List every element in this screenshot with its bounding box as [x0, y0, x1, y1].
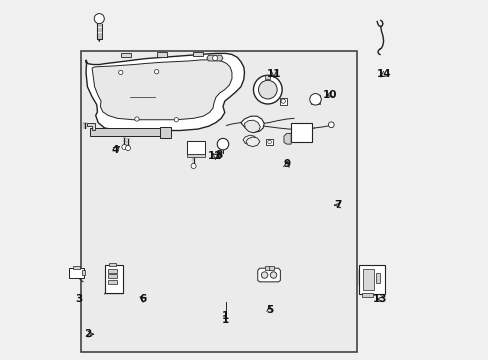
Circle shape: [119, 70, 122, 75]
Polygon shape: [244, 120, 260, 133]
Bar: [290, 123, 311, 142]
Bar: [109, 263, 116, 266]
Polygon shape: [206, 55, 223, 61]
Bar: [104, 265, 123, 293]
Text: 11: 11: [266, 69, 281, 79]
Circle shape: [309, 94, 321, 105]
Text: 10: 10: [322, 90, 336, 100]
Polygon shape: [284, 134, 290, 144]
Circle shape: [270, 272, 276, 278]
Circle shape: [253, 75, 282, 104]
Circle shape: [125, 145, 130, 150]
Bar: [69, 267, 83, 278]
Bar: [265, 139, 273, 145]
Text: 4: 4: [111, 144, 119, 154]
Bar: [358, 265, 385, 294]
Bar: [362, 269, 373, 291]
Bar: [310, 95, 320, 104]
Bar: [107, 280, 117, 284]
Circle shape: [135, 117, 139, 121]
Text: 7: 7: [333, 200, 341, 210]
Polygon shape: [86, 53, 244, 131]
Bar: [187, 141, 204, 154]
Polygon shape: [257, 268, 280, 282]
Bar: [192, 52, 202, 56]
Bar: [279, 98, 286, 105]
Circle shape: [191, 163, 196, 168]
Circle shape: [154, 69, 159, 74]
Bar: [264, 266, 269, 270]
Circle shape: [94, 14, 104, 24]
Text: 9: 9: [283, 159, 290, 169]
Polygon shape: [243, 135, 257, 145]
Text: 6: 6: [140, 294, 147, 304]
Bar: [107, 274, 117, 278]
Circle shape: [328, 122, 333, 128]
Bar: [81, 51, 357, 352]
Text: 3: 3: [75, 294, 82, 304]
Bar: [376, 273, 379, 283]
Bar: [107, 269, 117, 273]
Bar: [187, 154, 204, 157]
Text: 13: 13: [372, 294, 386, 304]
Text: 8: 8: [215, 150, 223, 160]
Bar: [121, 53, 131, 57]
Circle shape: [281, 99, 285, 103]
Bar: [362, 293, 372, 297]
Bar: [265, 75, 270, 79]
Bar: [268, 266, 273, 270]
Text: 12: 12: [207, 150, 222, 161]
Bar: [89, 128, 161, 136]
Polygon shape: [245, 137, 260, 147]
Circle shape: [267, 140, 271, 144]
Circle shape: [122, 144, 126, 149]
Text: 5: 5: [265, 305, 273, 315]
Polygon shape: [87, 123, 94, 130]
Bar: [156, 52, 166, 57]
Text: 2: 2: [83, 329, 91, 339]
Bar: [160, 127, 171, 138]
Bar: [82, 270, 85, 275]
Circle shape: [174, 118, 178, 122]
Polygon shape: [92, 60, 231, 120]
Text: 1: 1: [222, 311, 229, 321]
Circle shape: [258, 80, 277, 99]
Circle shape: [212, 55, 217, 60]
Bar: [73, 266, 80, 269]
Circle shape: [217, 138, 228, 150]
Text: 14: 14: [376, 69, 391, 79]
Text: 1: 1: [222, 315, 229, 325]
Circle shape: [261, 272, 267, 278]
Polygon shape: [241, 116, 264, 133]
